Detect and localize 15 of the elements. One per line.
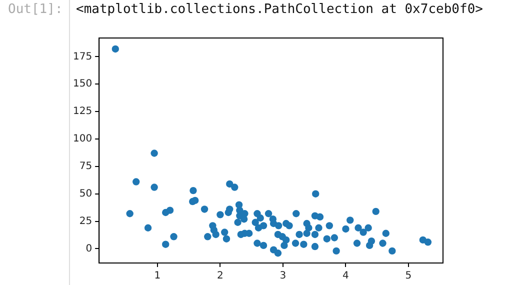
x-tick-label: 3 [280,270,286,282]
y-tick-label: 150 [72,78,92,90]
y-tick-label: 125 [72,106,92,118]
x-tick-label: 1 [154,270,161,282]
y-tick-label: 75 [79,161,92,172]
y-tick-label: 100 [72,134,92,145]
text: <matplotlib.collections.PathCollection at 0x7ceb0f0> [76,2,483,17]
x-tick-label: 4 [342,270,349,282]
y-tick-label: 25 [79,216,92,227]
y-tick-label: 50 [79,188,92,200]
y-tick-label: 175 [72,51,92,62]
x-tick-label: 5 [405,270,412,282]
y-tick-label: 0 [86,243,92,254]
text: Out[1]: [8,2,63,17]
x-tick-label: 2 [217,270,224,282]
